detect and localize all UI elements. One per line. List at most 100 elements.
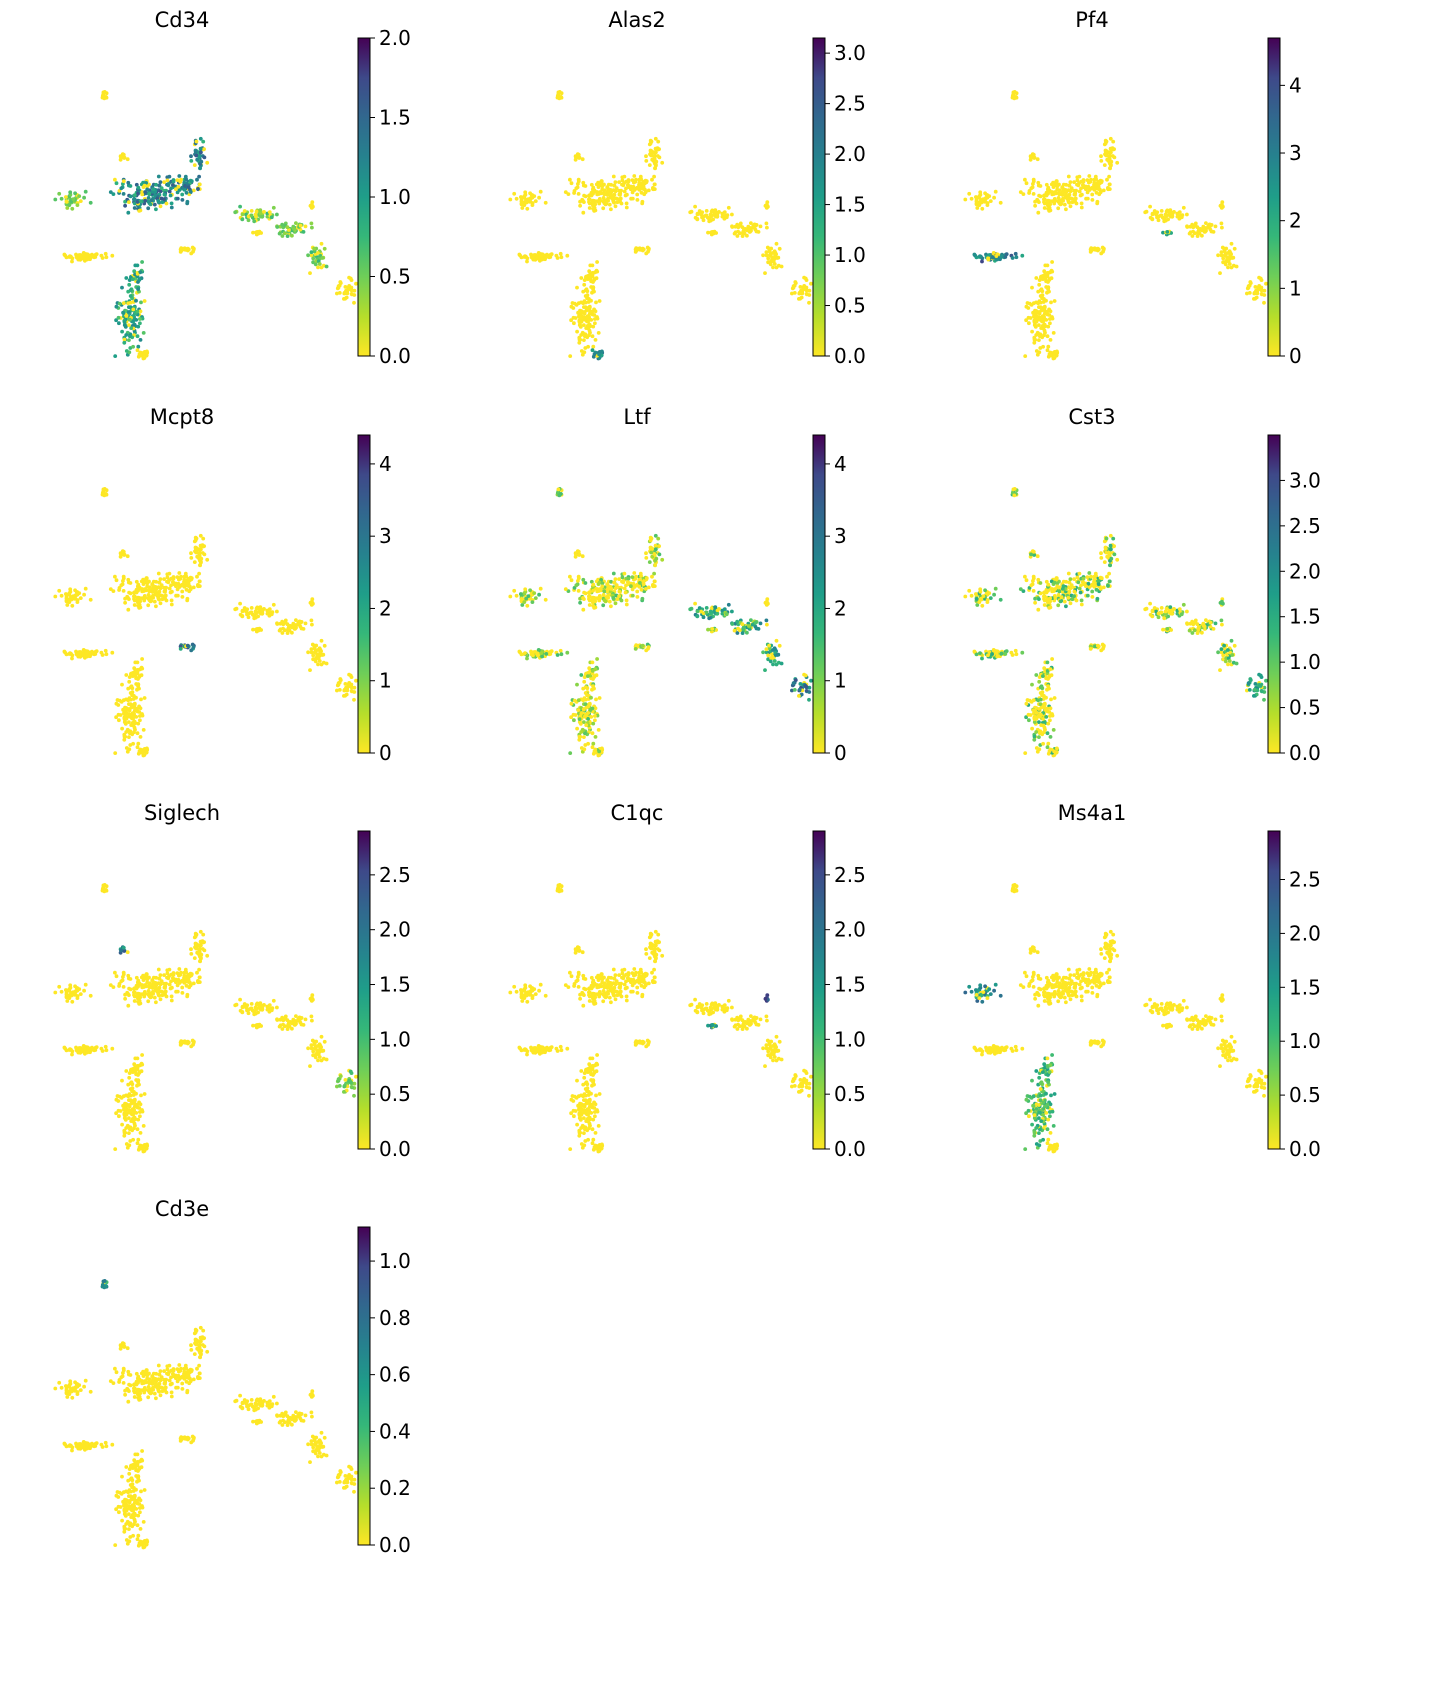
scatter-point [1195, 622, 1200, 627]
scatter-point [166, 580, 171, 585]
colorbar-tick-label: 0.5 [834, 294, 866, 318]
scatter-point [597, 749, 601, 754]
scatter-point [735, 619, 740, 624]
scatter-point [117, 321, 121, 326]
scatter-point [189, 556, 194, 560]
scatter-point [1111, 139, 1116, 144]
scatter-point [319, 638, 324, 643]
scatter-point [84, 651, 89, 655]
scatter-point [131, 741, 136, 746]
scatter-point [1014, 255, 1019, 260]
scatter-point [578, 203, 582, 208]
scatter-point [1068, 601, 1073, 606]
scatter-point [593, 718, 597, 723]
scatter-point [1165, 627, 1170, 631]
scatter-point [135, 348, 140, 353]
scatter-point [558, 251, 563, 256]
scatter-point [648, 546, 653, 551]
scatter-point [124, 673, 129, 677]
scatter-point [1106, 187, 1110, 191]
scatter-point [123, 203, 127, 208]
scatter-point [601, 196, 606, 200]
scatter-point [197, 967, 202, 972]
scatter-point [653, 563, 657, 568]
scatter-point [981, 197, 986, 202]
scatter-point [1258, 276, 1263, 281]
scatter-point [607, 599, 612, 604]
scatter-point [1034, 314, 1039, 318]
scatter-point [1089, 574, 1093, 579]
scatter-point [652, 579, 657, 584]
scatter-point [1055, 746, 1059, 751]
scatter-point [1064, 182, 1068, 187]
scatter-point [1099, 556, 1104, 560]
scatter-point [587, 594, 591, 599]
scatter-point [737, 231, 742, 236]
scatter-point [145, 187, 150, 192]
scatter-point [548, 255, 553, 259]
scatter-point [526, 197, 531, 202]
scatter-point [707, 616, 712, 621]
scatter-point [577, 337, 582, 342]
scatter-point [122, 717, 127, 721]
scatter-point [582, 323, 586, 327]
scatter-point [64, 592, 68, 596]
scatter-point [1042, 594, 1046, 599]
panel-title: Cst3 [1068, 405, 1115, 429]
scatter-point [580, 157, 585, 162]
scatter-point [650, 177, 654, 182]
scatter-point [583, 714, 587, 719]
scatter-point [654, 159, 659, 164]
scatter-point [164, 201, 169, 206]
scatter-point [1108, 563, 1112, 568]
scatter-point [126, 180, 131, 185]
scatter-point [246, 214, 251, 219]
colorbar-tick-label: 1 [379, 669, 392, 693]
scatter-point [590, 731, 595, 736]
scatter-point [715, 214, 720, 219]
scatter-point [240, 609, 245, 614]
scatter-point [294, 618, 298, 622]
scatter-point [136, 287, 141, 291]
scatter-point [126, 338, 131, 342]
scatter-point [771, 251, 775, 255]
scatter-point [590, 272, 595, 276]
scatter-point [348, 673, 353, 678]
scatter-point [804, 292, 809, 296]
scatter-point [189, 251, 194, 256]
scatter-point [88, 993, 93, 998]
scatter-point [122, 156, 127, 160]
scatter-point [151, 584, 156, 589]
scatter-point [101, 90, 106, 95]
scatter-point [724, 215, 729, 220]
scatter-point [189, 159, 194, 163]
scatter-point [137, 606, 142, 610]
scatter-point [539, 651, 544, 655]
scatter-point [198, 150, 203, 155]
scatter-point [1042, 590, 1047, 595]
scatter-point [1156, 615, 1161, 620]
scatter-point [255, 627, 260, 631]
scatter-point [768, 262, 773, 267]
scatter-point [258, 605, 263, 609]
scatter-point [525, 206, 530, 211]
scatter-point [113, 970, 117, 975]
scatter-point [583, 317, 587, 322]
scatter-point [639, 190, 644, 195]
scatter-point [804, 689, 809, 693]
scatter-point [169, 598, 174, 603]
scatter-point [590, 309, 595, 314]
scatter-point [1031, 589, 1036, 593]
scatter-point [563, 190, 568, 195]
scatter-point [88, 597, 93, 602]
scatter-point [128, 591, 133, 596]
scatter-point [122, 323, 127, 327]
scatter-point [602, 589, 607, 593]
scatter-point [154, 1000, 158, 1005]
scatter-point [1246, 284, 1251, 289]
scatter-point [179, 574, 183, 579]
colorbar-tick-label: 2.5 [1289, 514, 1321, 538]
scatter-point [201, 139, 206, 144]
